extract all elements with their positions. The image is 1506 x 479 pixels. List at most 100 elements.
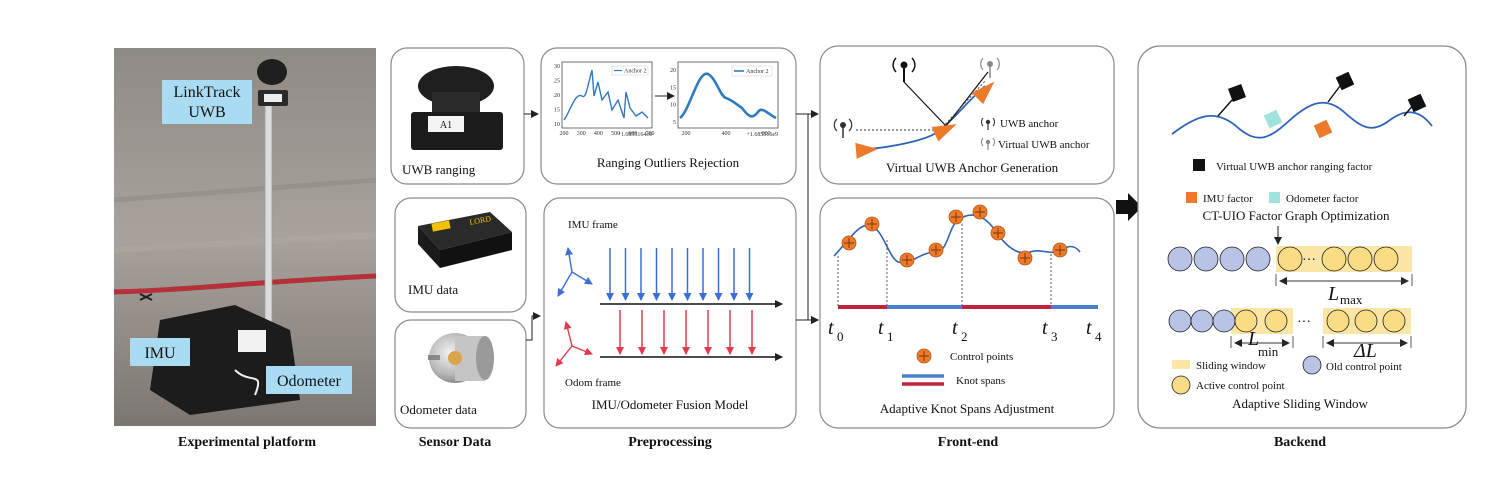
knot-time-label: t [1042,317,1048,339]
plot2-y-tick-label: 5 [673,120,676,126]
knot-time-subscript: 4 [1095,329,1102,344]
delta-l-symbol: ΔL [1353,340,1377,362]
old-control-point [1167,246,1193,272]
uwb-ranging-label: UWB ranging [402,162,476,177]
control-point [972,204,988,220]
section-title-platform: Experimental platform [178,435,316,450]
plot1-x-tick-label: 700 [646,131,655,137]
knot-time-subscript: 0 [837,329,844,344]
plot2-x-tick-label: 400 [722,131,731,137]
active-control-point [1264,309,1288,333]
virtual-uwb-anchor-icon [980,57,1000,78]
experimental-platform-photo: LinkTrack UWB IMU Odometer [113,48,377,426]
lmax-sub: max [1340,292,1363,307]
to-backend-arrow [1116,193,1142,221]
label-bg-uwb [162,80,252,124]
fusion-title: IMU/Odometer Fusion Model [592,397,749,412]
control-point [1017,250,1033,266]
ranging-title: Ranging Outliers Rejection [597,155,740,170]
active-control-point [1373,246,1399,272]
sliding-window-title: Adaptive Sliding Window [1232,396,1368,411]
plot1-y-tick-label: 15 [554,108,560,114]
legend-imu-factor: IMU factor [1203,193,1253,205]
legend-virtual-factor-swatch [1193,159,1205,171]
old-control-point [1168,309,1192,333]
old-control-point [1245,246,1271,272]
legend-sliding-window: Sliding window [1196,360,1266,372]
knot-time-subscript: 1 [887,329,894,344]
row2-ellipsis: ··· [1297,315,1311,330]
plot1-y-tick-label: 10 [554,122,560,128]
plot2-y-tick-label: 20 [670,68,676,74]
platform-uwb-line2: UWB [188,104,225,121]
imu-frame-label: IMU frame [568,219,618,231]
uwb-ranging-box: A1 UWB ranging [390,47,525,185]
imu-frame-axes [557,247,593,297]
svg-text:Knot spans: Knot spans [956,375,1005,387]
legend-old-cp: Old control point [1326,361,1402,373]
imu-factor-node [1313,119,1333,139]
legend-active-cp: Active control point [1196,380,1285,392]
virtual-anchor-box: UWB anchor Virtual UWB anchor Virtual UW… [819,45,1115,185]
platform-uwb-line1: LinkTrack [174,84,241,101]
knot-time-label: t [952,317,958,339]
label-bg-odometer [266,366,352,394]
old-control-point [1212,309,1236,333]
odom-frame-label: Odom frame [565,377,621,389]
plot2-y-tick-label: 10 [670,103,676,109]
ranging-series-filtered [679,72,777,120]
active-control-point [1321,246,1347,272]
svg-text:UWB anchor: UWB anchor [1000,118,1059,130]
lmin-sub: min [1258,344,1279,359]
active-control-point [1277,246,1303,272]
control-point [841,235,857,251]
plot1-x-tick-label: 500 [611,131,620,137]
uwb-puck [257,59,287,85]
imu-data-label: IMU data [408,282,458,297]
legend-active-cp-swatch [1171,375,1191,395]
legend-uwb-anchor: UWB anchor [981,117,1059,130]
legend-imu-factor-swatch [1186,192,1197,203]
knot-time-label: t [828,317,834,339]
lord-imu-icon [418,212,512,250]
plot2-x-tick-label: 600 [762,131,771,137]
plot1-y-tick-label: 25 [554,79,560,85]
knot-time-subscript: 3 [1051,329,1058,344]
virtual-factor-node [1335,71,1355,91]
active-control-point [1382,309,1406,333]
platform-imu-label: IMU [144,345,176,362]
uwb-tag-text: A1 [440,120,452,131]
odometer-factor-node [1263,109,1283,129]
section-title-preprocessing: Preprocessing [628,435,711,450]
factor-graph-title: CT-UIO Factor Graph Optimization [1203,208,1390,223]
lmin-symbol: L [1247,328,1259,350]
svg-text:Virtual UWB anchor: Virtual UWB anchor [998,139,1090,151]
knot-time-label: t [878,317,884,339]
knot-time-label: t [1086,317,1092,339]
virtual-factor-node [1407,93,1427,113]
ranging-legend-filtered: Anchor 2 [746,69,769,75]
fusion-model-box: IMU frame Odom frame IMU/Odometer Fusion… [543,197,797,429]
plot1-y-tick-label: 20 [554,93,560,99]
active-control-point [1326,309,1350,333]
legend-control-points: Control points [916,348,1013,364]
active-control-point [1234,309,1258,333]
old-control-point [1190,309,1214,333]
control-point [864,216,880,232]
ranging-plot-filtered [677,61,779,129]
lord-brand-text: LORD [469,214,492,227]
plot1-x-tick-label: 300 [577,131,586,137]
platform-odometer-label: Odometer [277,373,342,390]
uwb-anchor-icon [892,57,916,82]
lmax-symbol: L [1327,283,1339,305]
active-control-point [1347,246,1373,272]
knot-spans-title: Adaptive Knot Spans Adjustment [880,401,1055,416]
virtual-factor-node [1228,84,1246,102]
imu-data-box: LORD IMU data [394,197,527,313]
legend-virtual-factor: Virtual UWB anchor ranging factor [1216,161,1373,173]
plot2-x-tick-label: 200 [682,131,691,137]
plot1-x-tick-label: 600 [628,131,637,137]
active-control-point [1354,309,1378,333]
